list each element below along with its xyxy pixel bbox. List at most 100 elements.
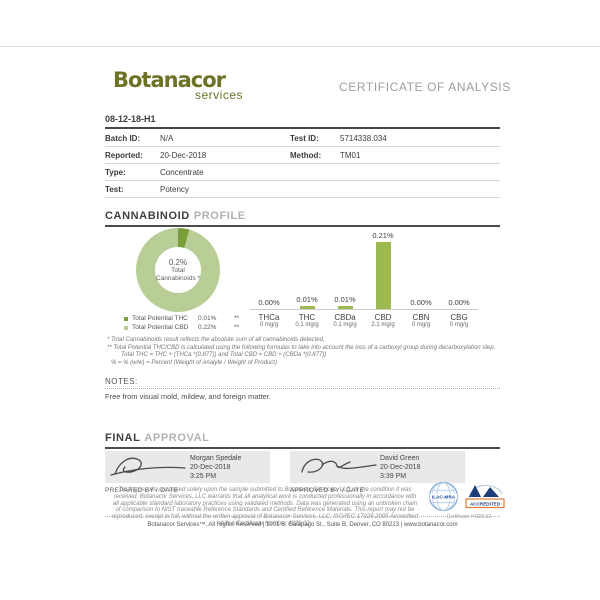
donut-center-label: 0.2% Total Cannabinoids * (155, 247, 201, 293)
document-title: CERTIFICATE OF ANALYSIS (339, 80, 511, 94)
info-label: Test: (105, 184, 124, 194)
page-border-line (0, 46, 600, 47)
bar-mg-value: 0.1 mg/g (333, 322, 357, 328)
bar-column: 0.00% (250, 228, 288, 309)
prepared-signer-details: Morgan Spedale 20-Dec-2018 3:25 PM (190, 454, 241, 481)
bar-value-label: 0.00% (448, 298, 470, 307)
info-row: Type: Concentrate (105, 164, 500, 181)
a2la-accredited-logo-icon: ACCREDITED (465, 484, 505, 509)
signature-row: Morgan Spedale 20-Dec-2018 3:25 PM PREPA… (105, 451, 500, 494)
bar-category: CBG 0 mg/g (440, 313, 478, 329)
approved-by-block: David Green 20-Dec-2018 3:39 PM APPROVED… (290, 451, 465, 494)
info-row: Batch ID: N/A Test ID: 5714338.034 (105, 130, 500, 147)
bar-chart-labels: THCa 0 mg/g THC 0.1 mg/g CBDa 0.1 mg/g CBD 2.1 … (250, 313, 478, 329)
notes-content: Free from visual mold, mildew, and forei… (105, 392, 271, 401)
prepared-signature-icon (110, 457, 186, 476)
accreditation-certificate-number: Certificate #4329.02 (446, 514, 492, 520)
svg-text:ACCREDITED: ACCREDITED (470, 502, 501, 507)
notes-section: NOTES: Free from visual mold, mildew, an… (105, 377, 500, 401)
bar-mg-value: 2.1 mg/g (371, 322, 395, 328)
info-value: Concentrate (160, 167, 204, 177)
bar-category: THCa 0 mg/g (250, 313, 288, 329)
approved-signer-details: David Green 20-Dec-2018 3:39 PM (380, 454, 420, 481)
legend-value: 0.01% (198, 315, 217, 322)
bar-value-label: 0.00% (258, 298, 280, 307)
footnote-line: * Total Cannabinoids result reflects the… (107, 337, 325, 343)
prepared-signature-box: Morgan Spedale 20-Dec-2018 3:25 PM (105, 451, 270, 483)
bar-category-name: THC (298, 313, 316, 322)
prepared-name: Morgan Spedale (190, 454, 242, 462)
chart-footnotes: * Total Cannabinoids result reflects the… (107, 337, 527, 367)
bar-column: 0.21% (364, 228, 402, 309)
sample-id: 08-12-18-H1 (105, 114, 500, 129)
bar-category-name: CBN (412, 313, 430, 322)
bar-mg-value: 0.1 mg/g (295, 322, 319, 328)
notes-label: NOTES: (105, 377, 500, 389)
bar-value-label: 0.21% (372, 231, 394, 240)
bar-category: CBDa 0.1 mg/g (326, 313, 364, 329)
donut-chart: 0.2% Total Cannabinoids * (136, 228, 220, 312)
approved-name: David Green (380, 454, 420, 462)
prepared-time: 3:25 PM (190, 472, 217, 480)
prepared-date: 20-Dec-2018 (190, 463, 231, 471)
donut-legend: Total Potential THC 0.01% ** Total Potentia… (124, 314, 239, 332)
svg-text:ILAC-MRA: ILAC-MRA (432, 494, 456, 500)
bar-category-name: CBDa (334, 313, 356, 322)
info-row: Reported: 20-Dec-2018 Method: TM01 (105, 147, 500, 164)
legend-footnote-marker: ** (234, 324, 240, 331)
bar-value-label: 0.01% (296, 295, 318, 304)
heading-strong: FINAL (105, 432, 141, 444)
bar-column: 0.01% (326, 228, 364, 309)
legend-footnote-marker: ** (234, 315, 240, 322)
info-label: Test ID: (290, 133, 319, 143)
approved-signature-box: David Green 20-Dec-2018 3:39 PM (290, 451, 465, 483)
info-row: Test: Potency (105, 181, 500, 198)
bar-category: CBN 0 mg/g (402, 313, 440, 329)
info-value: 20-Dec-2018 (160, 150, 207, 160)
bar-category-name: CBG (450, 313, 468, 322)
footnote-line: ** Total Potential THC/CBD is calculated… (107, 344, 496, 351)
info-value: N/A (160, 133, 174, 143)
legend-label: Total Potential THC (132, 315, 188, 322)
info-value: TM01 (340, 150, 361, 160)
heading-light: APPROVAL (144, 432, 210, 444)
bar-mg-value: 0 mg/g (411, 322, 431, 328)
approved-by-label: APPROVED BY / DATE (290, 487, 365, 494)
legend-bullet-icon (124, 325, 128, 330)
info-label: Reported: (105, 150, 143, 160)
approved-time: 3:39 PM (380, 472, 407, 480)
bar-mg-value: 0 mg/g (259, 322, 279, 328)
info-value: Potency (160, 184, 189, 194)
prepared-by-block: Morgan Spedale 20-Dec-2018 3:25 PM PREPA… (105, 451, 270, 494)
info-value: 5714338.034 (340, 133, 387, 143)
legend-label: Total Potential CBD (132, 324, 189, 331)
legend-value: 0.22% (198, 324, 217, 331)
bar-category-name: CBD (374, 313, 392, 322)
ilac-mra-logo-icon: ILAC-MRA (428, 481, 459, 512)
footnote-line: % = % (w/w) = Percent (Weight of Analyte… (111, 359, 277, 366)
approved-date: 20-Dec-2018 (380, 463, 421, 471)
bar-mg-value: 0 mg/g (449, 322, 469, 328)
prepared-by-label: PREPARED BY / DATE (105, 487, 179, 494)
bar-category: THC 0.1 mg/g (288, 313, 326, 329)
footnote-line: Total THC = THC + (THCa *(0.877)) and To… (121, 352, 327, 358)
bar-value-label: 0.01% (334, 295, 356, 304)
bar-category-name: THCa (258, 313, 280, 322)
bar (337, 306, 353, 309)
bar-chart: 0.00% 0.01% 0.01% 0.21% 0.00% 0.00% (250, 228, 478, 309)
heading-strong: CANNABINOID (105, 210, 190, 222)
bar-category: CBD 2.1 mg/g (364, 313, 402, 329)
legal-disclaimer: Testing results are based solely upon th… (111, 487, 419, 527)
donut-total-value: 0.2% (168, 258, 188, 267)
cannabinoid-profile-heading: CANNABINOID PROFILE (105, 210, 500, 227)
heading-light: PROFILE (193, 210, 246, 222)
sample-info-table: Batch ID: N/A Test ID: 5714338.034 Reported:… (105, 130, 500, 198)
logo-services-text: services (194, 88, 243, 102)
legend-item: Total Potential THC 0.01% ** (124, 314, 239, 323)
logo-wordmark: Botanacor (113, 68, 226, 92)
bar-chart-axis (250, 309, 478, 310)
botanacor-logo: Botanacor services (113, 68, 243, 102)
bar-column: 0.01% (288, 228, 326, 309)
bar-value-label: 0.00% (410, 298, 432, 307)
